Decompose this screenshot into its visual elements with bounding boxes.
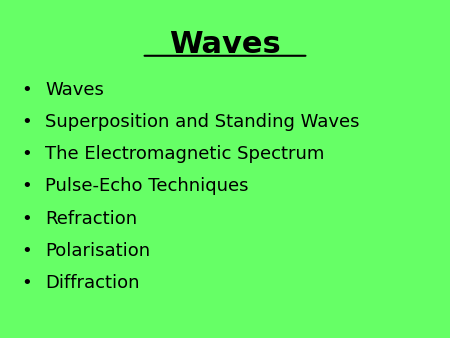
Text: Polarisation: Polarisation (45, 242, 150, 260)
Text: •: • (22, 145, 32, 163)
Text: Refraction: Refraction (45, 210, 137, 227)
Text: Waves: Waves (45, 81, 104, 99)
Text: The Electromagnetic Spectrum: The Electromagnetic Spectrum (45, 145, 324, 163)
Text: •: • (22, 113, 32, 131)
Text: •: • (22, 274, 32, 292)
Text: •: • (22, 81, 32, 99)
Text: •: • (22, 210, 32, 227)
Text: Pulse-Echo Techniques: Pulse-Echo Techniques (45, 177, 248, 195)
Text: Waves: Waves (169, 30, 281, 59)
Text: •: • (22, 242, 32, 260)
Text: •: • (22, 177, 32, 195)
Text: Superposition and Standing Waves: Superposition and Standing Waves (45, 113, 360, 131)
Text: Diffraction: Diffraction (45, 274, 140, 292)
